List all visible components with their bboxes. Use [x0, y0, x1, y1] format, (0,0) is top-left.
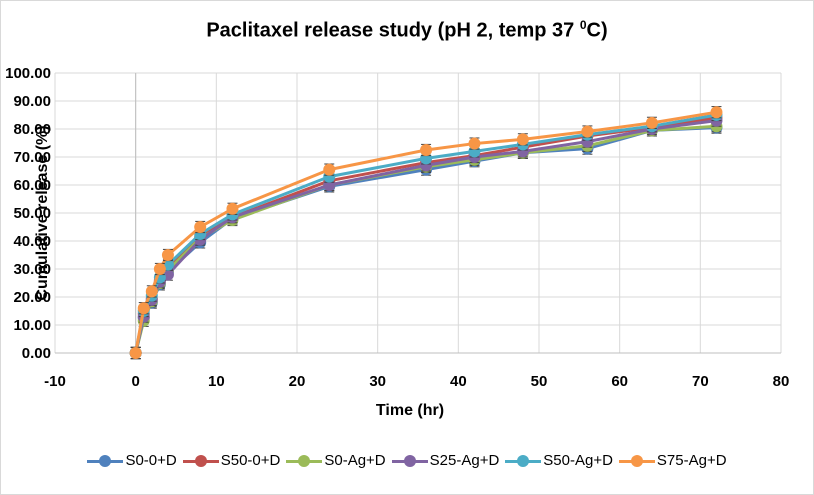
legend-marker-icon [391, 454, 428, 467]
legend-item: S50-0+D [182, 452, 281, 469]
x-axis-label: Time (hr) [376, 402, 444, 419]
legend-label: S50-Ag+D [543, 452, 613, 469]
x-tick-label: 30 [369, 373, 386, 390]
y-tick-label: 80.00 [13, 121, 51, 138]
data-point-S75-Ag+D [153, 263, 166, 275]
x-tick-label: 10 [208, 373, 225, 390]
x-tick-label: 60 [611, 373, 628, 390]
data-point-S75-Ag+D [226, 202, 239, 215]
chart-legend: S0-0+D S50-0+D S0-Ag+D S25-Ag+D S50-Ag+D S75-… [0, 452, 814, 469]
y-tick-label: 50.00 [13, 205, 51, 222]
legend-item: S25-Ag+D [391, 452, 500, 469]
legend-label: S75-Ag+D [656, 452, 727, 469]
data-point-S75-Ag+D [161, 249, 174, 261]
y-tick-label: 30.00 [13, 261, 51, 278]
chart-title-superscript: 0 [579, 18, 587, 32]
y-tick-label: 20.00 [13, 289, 51, 306]
legend-item: S50-Ag+D [505, 452, 613, 469]
data-point-S75-Ag+D [145, 285, 158, 298]
legend-marker-icon [505, 454, 542, 467]
data-point-S75-Ag+D [710, 106, 723, 119]
chart-title-suffix: C) [586, 19, 608, 42]
legend-item: S0-Ag+D [286, 452, 386, 469]
chart-title-text: Paclitaxel release study (pH 2, temp 37 [206, 19, 580, 42]
legend-label: S0-0+D [125, 452, 177, 469]
data-point-S75-Ag+D [516, 133, 529, 146]
legend-label: S50-0+D [220, 452, 281, 469]
x-tick-label: 40 [450, 373, 467, 390]
legend-item: S0-0+D [87, 452, 177, 469]
x-tick-label: 50 [531, 373, 548, 390]
x-tick-label: 70 [692, 373, 709, 390]
legend-marker-icon [286, 454, 323, 467]
y-tick-label: 40.00 [13, 233, 51, 250]
data-point-S75-Ag+D [468, 137, 481, 150]
y-axis-label: Cumulative release (%) [34, 125, 51, 300]
chart-title: Paclitaxel release study (pH 2, temp 37 … [0, 18, 814, 43]
y-tick-label: 0.00 [22, 345, 51, 362]
y-tick-label: 100.00 [5, 65, 51, 82]
data-point-S75-Ag+D [194, 221, 207, 233]
legend-label: S25-Ag+D [429, 452, 500, 469]
legend-marker-icon [618, 454, 655, 467]
x-tick-label: 0 [131, 373, 139, 390]
x-tick-label: -10 [44, 373, 66, 390]
y-tick-label: 70.00 [13, 149, 51, 166]
y-tick-label: 90.00 [13, 93, 51, 110]
x-tick-label: 80 [773, 373, 790, 390]
legend-marker-icon [87, 454, 124, 467]
y-tick-label: 10.00 [13, 317, 51, 334]
data-point-S75-Ag+D [129, 347, 142, 359]
data-point-S75-Ag+D [581, 125, 594, 138]
legend-marker-icon [182, 454, 219, 467]
legend-item: S75-Ag+D [618, 452, 727, 469]
x-tick-label: 20 [289, 373, 306, 390]
legend-label: S0-Ag+D [324, 452, 386, 469]
data-point-S75-Ag+D [420, 144, 433, 156]
data-point-S75-Ag+D [137, 302, 150, 315]
data-point-S75-Ag+D [645, 116, 658, 129]
data-point-S75-Ag+D [323, 163, 336, 176]
y-tick-label: 60.00 [13, 177, 51, 194]
